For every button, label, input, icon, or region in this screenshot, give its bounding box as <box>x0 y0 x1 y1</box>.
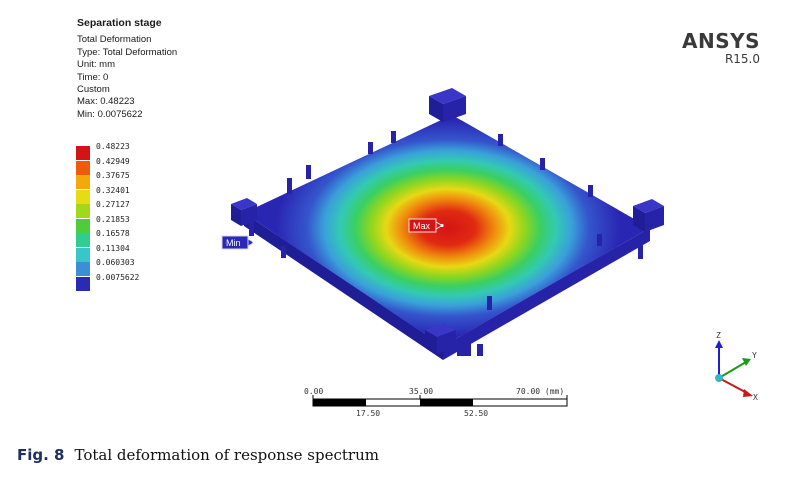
edge-posts <box>249 131 643 356</box>
figure-number: Fig. 8 <box>17 446 65 464</box>
figure-caption-text: Total deformation of response spectrum <box>74 446 379 464</box>
corner-block-bottom <box>425 323 456 354</box>
brand-name: ANSYS <box>681 29 760 53</box>
scale-label-70: 70.00 (mm) <box>516 387 564 396</box>
result-name: Total Deformation <box>77 34 152 46</box>
legend-swatch <box>76 175 90 189</box>
min-marker-label: Min <box>226 238 241 248</box>
corner-block-top <box>429 88 466 122</box>
legend-value: 0.48223 <box>96 142 130 151</box>
scale-label-0: 0.00 <box>304 387 323 396</box>
plate-side-right <box>443 228 650 360</box>
max-marker-label: Max <box>413 221 431 231</box>
legend-value: 0.37675 <box>96 171 130 180</box>
legend-mode: Custom <box>77 84 110 96</box>
legend-swatch <box>76 160 90 175</box>
scale-label-52: 52.50 <box>464 409 488 418</box>
legend-swatch <box>76 189 90 204</box>
legend-value: 0.42949 <box>96 156 130 166</box>
legend-swatch <box>76 233 90 247</box>
axis-y-label: Y <box>752 351 757 360</box>
plate-side-left <box>244 213 443 360</box>
legend-swatch <box>76 262 90 276</box>
legend-value: 0.21853 <box>96 214 130 224</box>
result-type: Type: Total Deformation <box>77 46 178 58</box>
scale-label-35: 35.00 <box>409 387 433 396</box>
deformation-contour-model[interactable]: Max Min <box>0 0 812 430</box>
axis-z-label: Z <box>716 331 721 340</box>
legend-value: 0.16578 <box>96 229 130 238</box>
legend-value: 0.11304 <box>96 243 130 253</box>
scale-bar: 0.00 35.00 70.00 (mm) 17.50 52.50 <box>304 387 568 418</box>
max-marker: Max <box>408 218 444 233</box>
corner-block-right <box>633 199 664 232</box>
legend-value: 0.0075622 <box>96 272 140 282</box>
axis-triad[interactable]: Z Y X <box>0 0 812 430</box>
legend-swatch <box>76 276 90 291</box>
min-marker: Min <box>221 235 256 250</box>
figure-caption: Fig. 8 Total deformation of response spec… <box>17 446 379 464</box>
result-min: Min: 0.0075622 <box>77 108 143 120</box>
result-time: Time: 0 <box>77 71 109 83</box>
legend-value: 0.060303 <box>96 258 135 267</box>
result-unit: Unit: mm <box>77 59 115 71</box>
brand-version: R15.0 <box>724 52 760 66</box>
axis-x-label: X <box>753 393 758 402</box>
result-max: Max: 0.48223 <box>77 96 135 108</box>
legend-swatch <box>76 146 90 160</box>
legend-swatch <box>76 218 90 233</box>
legend-swatch <box>76 204 90 218</box>
result-info: Separation stage Total Deformation Type:… <box>77 17 177 121</box>
graphics-viewport[interactable]: Max Min Separation stage Total Deformati… <box>0 0 812 430</box>
legend-value: 0.32401 <box>96 185 130 195</box>
contour-field <box>276 120 620 336</box>
scale-label-17: 17.50 <box>356 409 380 418</box>
legend-value: 0.27127 <box>96 200 130 209</box>
ansys-logo: ANSYS R15.0 <box>682 30 760 66</box>
legend-swatch <box>76 247 90 262</box>
analysis-title: Separation stage <box>77 17 162 29</box>
